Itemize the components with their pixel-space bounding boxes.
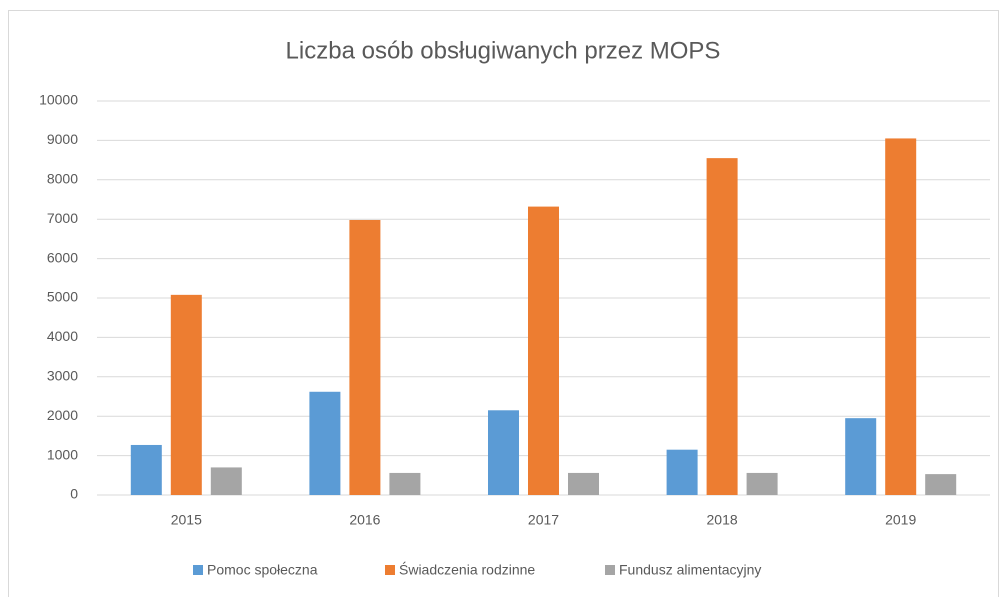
x-tick-label: 2016 [349, 512, 380, 528]
bar [528, 206, 559, 496]
y-tick-label: 2000 [47, 407, 78, 423]
bar [746, 472, 778, 495]
y-tick-label: 4000 [47, 328, 78, 344]
x-tick-label: 2019 [885, 512, 916, 528]
chart-title: Liczba osób obsługiwanych przez MOPS [286, 37, 721, 64]
bar [845, 418, 877, 495]
bar [130, 444, 162, 495]
legend-label: Świadczenia rodzinne [399, 561, 535, 578]
legend-label: Pomoc społeczna [207, 562, 318, 578]
bar [309, 391, 341, 495]
y-tick-label: 3000 [47, 368, 78, 384]
y-tick-label: 9000 [47, 131, 78, 147]
y-tick-label: 5000 [47, 289, 78, 305]
bar [885, 138, 917, 495]
bar [210, 467, 242, 495]
y-tick-label: 1000 [47, 446, 78, 462]
bar [568, 472, 599, 495]
bar [389, 472, 421, 495]
legend-swatch [605, 565, 615, 575]
legend-label: Fundusz alimentacyjny [619, 562, 761, 578]
legend-swatch [385, 565, 395, 575]
legend-swatch [193, 565, 203, 575]
bar [488, 410, 519, 495]
bar [706, 158, 738, 495]
x-tick-label: 2015 [171, 512, 202, 528]
y-tick-label: 7000 [47, 210, 78, 226]
bar [925, 474, 957, 495]
y-tick-label: 6000 [47, 249, 78, 265]
bar [666, 449, 698, 495]
y-tick-label: 8000 [47, 171, 78, 187]
bar [170, 294, 202, 495]
bar [349, 219, 381, 495]
x-tick-label: 2018 [707, 512, 738, 528]
chart-border [8, 10, 999, 597]
x-tick-label: 2017 [528, 512, 559, 528]
y-tick-label: 0 [70, 486, 78, 502]
y-tick-label: 10000 [39, 92, 78, 108]
